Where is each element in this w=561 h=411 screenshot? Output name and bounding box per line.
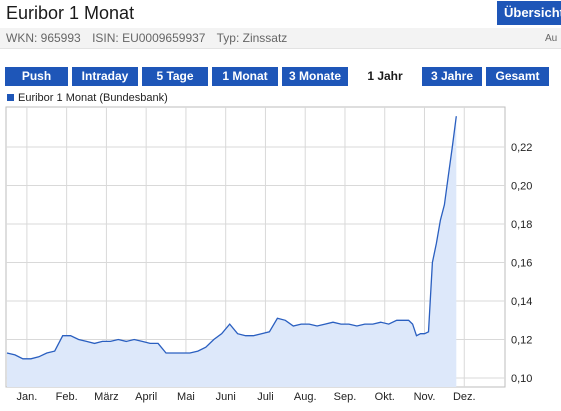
y-tick-label: 0,20	[511, 181, 532, 193]
chart-legend: Euribor 1 Monat (Bundesbank)	[7, 92, 168, 104]
y-tick-label: 0,18	[511, 219, 532, 231]
y-tick-label: 0,22	[511, 142, 532, 154]
tab-3-monate[interactable]: 3 Monate	[282, 67, 348, 86]
y-tick-label: 0,16	[511, 258, 532, 270]
page-title: Euribor 1 Monat	[6, 3, 135, 23]
info-bar	[0, 28, 561, 49]
overview-button[interactable]: Übersicht	[497, 1, 561, 25]
x-tick-label: Aug.	[294, 391, 317, 403]
x-tick-label: Feb.	[56, 391, 78, 403]
wkn-label: WKN: 965993	[6, 31, 81, 45]
instrument-info: WKN: 965993 ISIN: EU0009659937 Typ: Zins…	[6, 31, 295, 45]
tab-push[interactable]: Push	[5, 67, 68, 86]
tab-intraday[interactable]: Intraday	[72, 67, 138, 86]
legend-label: Euribor 1 Monat (Bundesbank)	[18, 92, 168, 104]
x-tick-label: Sep.	[334, 391, 357, 403]
y-tick-label: 0,10	[511, 373, 532, 385]
x-tick-label: März	[94, 391, 118, 403]
y-tick-label: 0,12	[511, 335, 532, 347]
x-tick-label: Mai	[177, 391, 195, 403]
y-tick-label: 0,14	[511, 296, 532, 308]
series-line	[6, 116, 457, 360]
tab-5-tage[interactable]: 5 Tage	[142, 67, 208, 86]
tab-1-monat[interactable]: 1 Monat	[212, 67, 278, 86]
x-tick-label: Nov.	[414, 391, 436, 403]
tab-1-jahr[interactable]: 1 Jahr	[352, 67, 418, 86]
x-tick-label: Juni	[216, 391, 236, 403]
legend-swatch	[7, 94, 14, 101]
tab-3-jahre[interactable]: 3 Jahre	[422, 67, 482, 86]
x-tick-label: April	[135, 391, 157, 403]
tab-gesamt[interactable]: Gesamt	[486, 67, 549, 86]
type-label: Typ: Zinssatz	[216, 31, 288, 45]
info-right-text: Au	[545, 33, 558, 44]
x-tick-label: Jan.	[16, 391, 37, 403]
isin-label: ISIN: EU0009659937	[92, 31, 206, 45]
x-axis-ticks: Jan. Feb. März April Mai Juni Juli Aug. Sep. Okt.…	[16, 391, 475, 403]
x-tick-label: Juli	[257, 391, 274, 403]
series-area	[7, 116, 457, 387]
x-tick-label: Dez.	[453, 391, 476, 403]
x-tick-label: Okt.	[375, 391, 395, 403]
y-axis-ticks: 0,10 0,12 0,14 0,16 0,18 0,20 0,22	[511, 142, 532, 385]
